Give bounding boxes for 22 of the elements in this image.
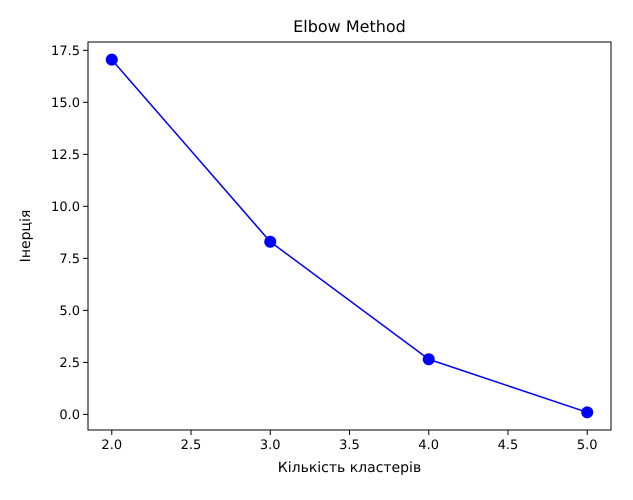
- y-tick-label: 0.0: [59, 408, 80, 423]
- x-tick-label: 3.5: [339, 438, 360, 453]
- chart-title: Elbow Method: [293, 17, 406, 36]
- x-tick-label: 4.0: [418, 438, 440, 453]
- point: [422, 353, 435, 366]
- x-tick-label: 2.5: [180, 438, 202, 453]
- y-tick-label: 10.0: [51, 200, 80, 215]
- point: [581, 406, 594, 418]
- y-axis-title: Інерція: [18, 210, 34, 262]
- x-tick-label: 5.0: [576, 438, 598, 453]
- y-tick-label: 7.5: [59, 252, 80, 267]
- x-tick-label: 4.5: [498, 438, 518, 453]
- y-tick-label: 15.0: [51, 96, 80, 111]
- x-axis-title: Кількість кластерів: [278, 460, 422, 476]
- y-tick-label: 12.5: [51, 148, 80, 163]
- x-tick-label: 3.0: [260, 438, 281, 453]
- y-tick-label: 2.5: [59, 356, 80, 371]
- point: [264, 236, 276, 248]
- y-tick-label: 17.5: [51, 44, 80, 59]
- y-tick-label: 5.0: [59, 304, 80, 319]
- point: [106, 54, 118, 66]
- x-tick-label: 2.0: [101, 438, 122, 453]
